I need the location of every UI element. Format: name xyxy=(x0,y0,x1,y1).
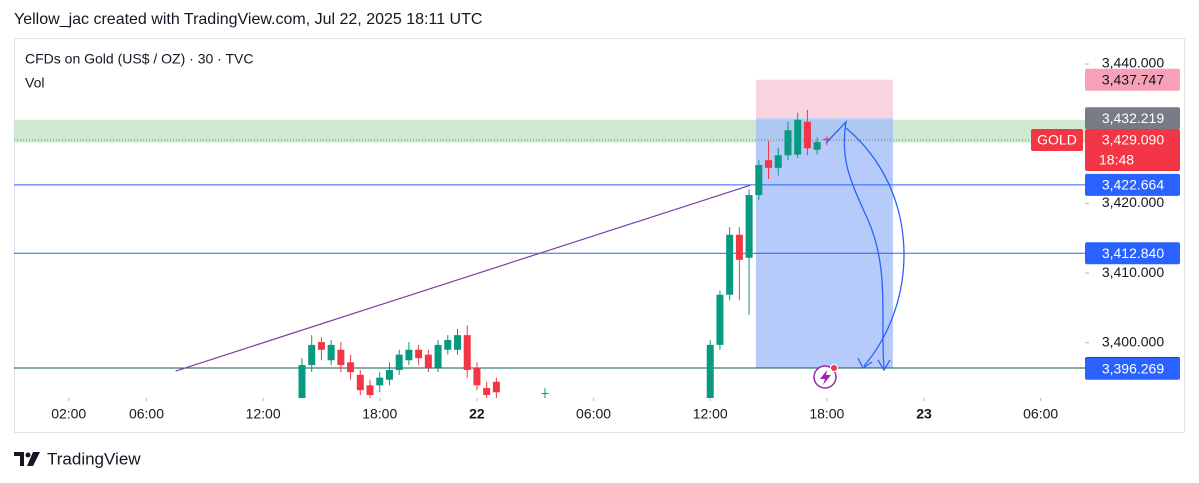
candle-body xyxy=(735,234,743,260)
candle-body xyxy=(541,392,549,394)
candle-body xyxy=(473,367,481,386)
candle-body xyxy=(755,165,763,196)
logo-part xyxy=(27,452,40,466)
candle-body xyxy=(366,385,374,396)
candle-body xyxy=(706,344,714,398)
x-tick-label: 06:00 xyxy=(576,406,611,422)
footer-logo xyxy=(14,452,40,466)
candle-body xyxy=(813,142,821,150)
candle-body xyxy=(308,344,316,366)
candle-body xyxy=(415,349,423,359)
zone xyxy=(14,119,1085,143)
price-label: 3,429.090 xyxy=(1102,132,1164,148)
footer: TradingView xyxy=(47,449,141,468)
candle-body xyxy=(317,342,325,350)
candle-body xyxy=(745,195,753,258)
countdown: 18:48 xyxy=(1099,152,1134,168)
price-label-box xyxy=(1085,357,1180,380)
x-tick-label: 12:00 xyxy=(246,406,281,422)
frame xyxy=(14,38,1185,433)
chart-title: CFDs on Gold (US$ / OZ) · 30 · TVC xyxy=(25,51,253,67)
candle-body xyxy=(385,369,393,380)
x-tick-label: 18:00 xyxy=(809,406,844,422)
volume-label: Vol xyxy=(25,75,44,91)
time-axis: 02:00 06:00 12:00 18:00 22 06:00 12:00 18:00 23 0… xyxy=(51,398,1058,422)
arrow-drawing xyxy=(825,120,905,372)
price-label-box xyxy=(1085,242,1180,265)
candle-body xyxy=(794,119,802,155)
candle-body xyxy=(765,160,773,168)
price-label-box xyxy=(1085,173,1180,196)
header: Yellow_jac created with TradingView.com,… xyxy=(14,11,482,28)
candle-body xyxy=(726,234,734,295)
candle-body xyxy=(298,365,306,398)
y-tick-label: 3,410.000 xyxy=(1102,264,1164,280)
candle-body xyxy=(376,377,384,386)
y-tick-label: 3,440.000 xyxy=(1102,55,1164,71)
x-tick-label: 02:00 xyxy=(51,406,86,422)
candle-body xyxy=(803,121,811,149)
symbol-tag xyxy=(1031,129,1083,152)
candle-body xyxy=(454,335,462,350)
price-label: 3,437.747 xyxy=(1102,71,1164,87)
candle-body xyxy=(492,381,500,393)
candle-body xyxy=(395,354,403,370)
candle-body xyxy=(716,294,724,345)
icon-bolt xyxy=(820,370,831,385)
candle-body xyxy=(784,130,792,156)
price-label: 3,412.840 xyxy=(1102,245,1164,261)
candle-body xyxy=(356,374,364,391)
arrow-path xyxy=(825,120,885,369)
icon-dot xyxy=(830,364,838,372)
candle-body xyxy=(337,349,345,366)
candle-body xyxy=(463,335,471,370)
x-tick-label: 06:00 xyxy=(129,406,164,422)
arrow-arc xyxy=(845,127,905,367)
price-label: 3,432.219 xyxy=(1102,110,1164,126)
candle-body xyxy=(823,138,831,141)
candle-body xyxy=(405,349,413,361)
x-tick-label: 12:00 xyxy=(693,406,728,422)
logo-part xyxy=(25,452,31,458)
candle-body xyxy=(444,340,452,350)
price-label: 3,422.664 xyxy=(1102,177,1164,193)
candle-body xyxy=(774,155,782,168)
logo-part xyxy=(14,452,24,466)
price-label-box xyxy=(1085,68,1180,91)
price-axis: 3,440.000 3,420.000 3,410.000 3,400.000 3,43… xyxy=(1085,55,1180,380)
candle-body xyxy=(347,362,355,373)
price-label-box xyxy=(1085,129,1180,172)
x-tick-label: 22 xyxy=(469,406,485,422)
arrow-head xyxy=(857,357,873,369)
symbol-label: GOLD xyxy=(1037,132,1077,148)
arrow-head xyxy=(877,359,891,372)
x-tick-label: 06:00 xyxy=(1023,406,1058,422)
plot-area xyxy=(14,79,1085,398)
x-tick-label: 18:00 xyxy=(362,406,397,422)
y-tick-label: 3,420.000 xyxy=(1102,194,1164,210)
candle-body xyxy=(483,388,491,396)
price-label-box xyxy=(1085,107,1180,130)
price-label: 3,396.269 xyxy=(1102,361,1164,377)
candle-body xyxy=(424,354,432,368)
candle-body xyxy=(434,344,442,368)
trend-line xyxy=(175,184,751,372)
stop-zone xyxy=(755,79,893,119)
x-tick-label: 23 xyxy=(916,406,932,422)
flash-icon xyxy=(813,364,838,389)
y-tick-label: 3,400.000 xyxy=(1102,334,1164,350)
candle-body xyxy=(327,344,335,361)
